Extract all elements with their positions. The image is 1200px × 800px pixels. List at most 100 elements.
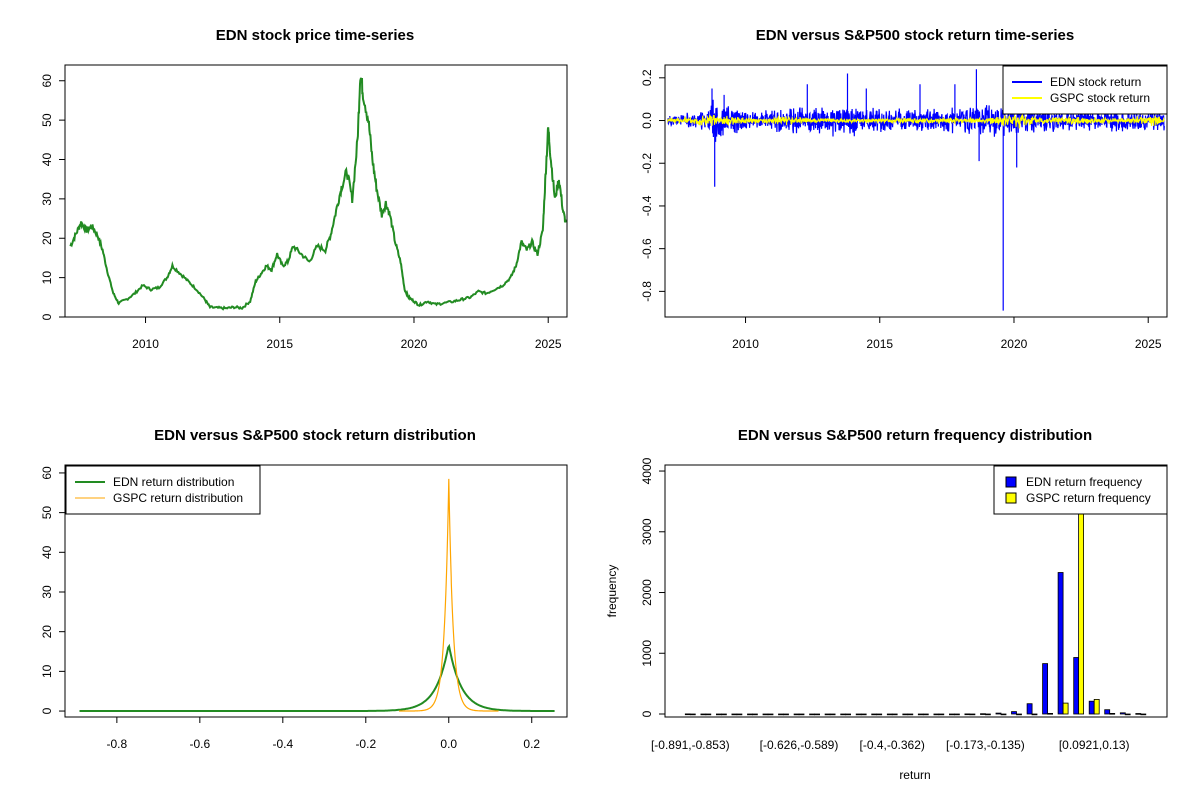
- edn-bar: [1026, 703, 1033, 715]
- x-tick-label: -0.4: [272, 737, 293, 751]
- x-tick-label: [-0.173,-0.135): [946, 738, 1025, 752]
- y-axis: -0.8 -0.6 -0.4 -0.2 0.0 0.2: [640, 69, 666, 302]
- x-tick-label: 2025: [535, 337, 562, 351]
- y-tick-label: 0.0: [640, 112, 654, 129]
- gspc-bar: [1000, 713, 1007, 716]
- chart-title: EDN versus S&P500 stock return distribut…: [154, 427, 476, 444]
- x-tick-label: -0.6: [189, 737, 210, 751]
- gspc-bar: [689, 713, 696, 716]
- y-tick-label: 0: [640, 710, 654, 717]
- gspc-bar: [1016, 713, 1022, 716]
- gspc-bar: [845, 713, 851, 716]
- x-tick-label: 2025: [1135, 337, 1162, 351]
- edn-bar: [793, 713, 800, 716]
- x-tick-label: 2015: [866, 337, 893, 351]
- legend-label-edn: EDN return frequency: [1026, 475, 1142, 489]
- plot-frame: [64, 64, 568, 318]
- gspc-bar: [829, 713, 836, 716]
- x-tick-label: [-0.891,-0.853): [651, 738, 730, 752]
- x-axis-title: return: [899, 768, 930, 782]
- x-tick-label: -0.8: [107, 737, 128, 751]
- gspc-bar: [783, 713, 789, 716]
- x-tick-label: 2020: [1001, 337, 1028, 351]
- y-tick-label: 20: [40, 625, 54, 639]
- y-tick-label: 4000: [640, 457, 654, 484]
- y-axis-title: frequency: [605, 565, 619, 618]
- y-tick-label: 10: [40, 664, 54, 678]
- gspc-bar: [969, 713, 976, 716]
- y-axis: 0 10 20 30 40 50 60: [40, 74, 66, 320]
- edn-bar: [855, 713, 862, 716]
- gspc-bar: [985, 713, 991, 716]
- edn-bar: [778, 713, 784, 716]
- legend-swatch-gspc: [1005, 492, 1017, 504]
- y-tick-label: -0.4: [640, 195, 654, 216]
- x-axis: 2010 2015 2020 2025: [732, 316, 1162, 351]
- return-density-panel: EDN versus S&P500 stock return distribut…: [40, 427, 568, 751]
- price-series: [69, 77, 567, 311]
- gspc-bar: [891, 713, 898, 716]
- edn-bar: [840, 713, 847, 716]
- gspc-bar: [798, 713, 805, 716]
- gspc-bar: [876, 713, 883, 716]
- x-tick-label: 2010: [132, 337, 159, 351]
- legend-label-edn: EDN stock return: [1050, 75, 1141, 89]
- legend-box: [65, 465, 261, 515]
- gspc-bar: [721, 713, 727, 716]
- legend-label-gspc: GSPC return frequency: [1026, 491, 1151, 505]
- edn-bar: [917, 713, 924, 716]
- legend-label-edn: EDN return distribution: [113, 475, 234, 489]
- y-tick-label: -0.2: [640, 153, 654, 174]
- edn-bar: [1073, 657, 1080, 715]
- edn-bar: [1135, 713, 1142, 715]
- legend-swatch-edn: [1005, 476, 1017, 488]
- edn-bar: [980, 713, 986, 715]
- y-tick-label: 20: [40, 231, 54, 245]
- x-axis: [-0.891,-0.853) [-0.626,-0.589) [-0.4,-0.3…: [651, 738, 1130, 752]
- edn-density-line: [79, 643, 555, 712]
- gspc-bar: [954, 713, 960, 716]
- gspc-bar: [1124, 713, 1131, 716]
- return-timeseries-panel: EDN versus S&P500 stock return time-seri…: [640, 27, 1168, 351]
- return-histogram-panel: EDN versus S&P500 return frequency distr…: [605, 427, 1168, 782]
- gspc-bar: [736, 713, 743, 716]
- y-tick-label: 0: [40, 707, 54, 714]
- gspc-bar: [860, 713, 867, 716]
- price-line: [69, 77, 567, 311]
- y-tick-label: 40: [40, 545, 54, 559]
- edn-bar: [1042, 663, 1048, 715]
- y-tick-label: 10: [40, 271, 54, 285]
- y-axis: 0 10 20 30 40 50 60: [40, 466, 66, 714]
- gspc-bar: [705, 713, 712, 716]
- y-tick-label: 1000: [640, 640, 654, 667]
- edn-bar: [762, 713, 769, 716]
- edn-bar: [964, 713, 971, 716]
- x-tick-label: 2015: [266, 337, 293, 351]
- gspc-bar: [907, 713, 914, 716]
- legend-box: [993, 465, 1168, 515]
- legend-label-gspc: GSPC stock return: [1050, 91, 1150, 105]
- x-tick-label: 0.0: [440, 737, 457, 751]
- edn-bar: [716, 713, 722, 716]
- y-tick-label: 60: [40, 466, 54, 480]
- edn-bar: [1057, 572, 1064, 715]
- y-tick-label: 0.2: [640, 69, 654, 86]
- legend-box: [1002, 65, 1168, 115]
- x-axis: 2010 2015 2020 2025: [132, 316, 562, 351]
- x-tick-label: -0.2: [355, 737, 376, 751]
- gspc-bar: [1093, 699, 1100, 715]
- gspc-bar: [1062, 702, 1069, 715]
- edn-bar: [902, 713, 909, 716]
- gspc-bar: [1109, 713, 1116, 715]
- edn-bar: [1104, 709, 1111, 715]
- edn-bar: [933, 713, 940, 716]
- x-tick-label: 0.2: [523, 737, 540, 751]
- gspc-bar: [938, 713, 945, 716]
- edn-bar: [824, 713, 831, 716]
- legend: EDN return distribution GSPC return dist…: [65, 465, 261, 515]
- x-tick-label: [0.0921,0.13): [1059, 738, 1130, 752]
- x-tick-label: 2010: [732, 337, 759, 351]
- y-tick-label: -0.6: [640, 238, 654, 259]
- price-timeseries-panel: EDN stock price time-series 2010 2015 2020…: [40, 27, 568, 351]
